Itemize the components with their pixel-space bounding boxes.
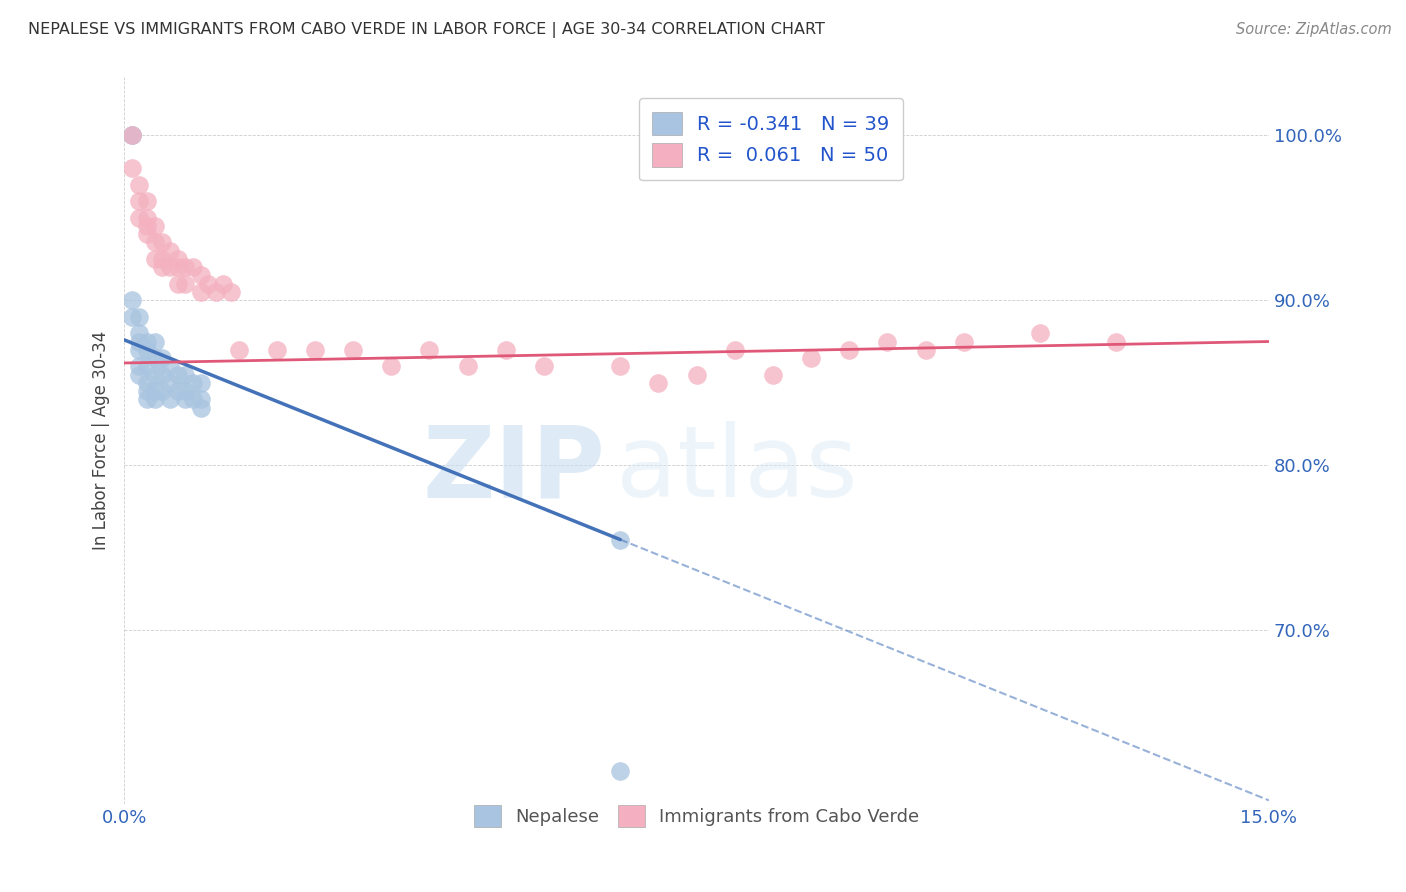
Point <box>143 219 166 233</box>
Point <box>143 235 166 250</box>
Point <box>159 244 181 258</box>
Point <box>762 368 785 382</box>
Text: Source: ZipAtlas.com: Source: ZipAtlas.com <box>1236 22 1392 37</box>
Point <box>121 161 143 176</box>
Point <box>190 401 212 415</box>
Point <box>1029 326 1052 341</box>
Point <box>228 343 250 357</box>
Point <box>136 392 159 407</box>
Point <box>457 359 479 374</box>
Point <box>181 260 204 275</box>
Point <box>128 343 150 357</box>
Point <box>495 343 517 357</box>
Legend: Nepalese, Immigrants from Cabo Verde: Nepalese, Immigrants from Cabo Verde <box>467 798 927 835</box>
Point <box>159 260 181 275</box>
Point <box>121 128 143 143</box>
Point <box>136 359 159 374</box>
Point <box>128 310 150 324</box>
Point <box>533 359 555 374</box>
Point <box>121 128 143 143</box>
Point <box>914 343 936 357</box>
Point <box>190 285 212 299</box>
Point <box>159 359 181 374</box>
Point <box>190 268 212 283</box>
Point <box>128 178 150 192</box>
Point <box>181 392 204 407</box>
Point <box>166 260 188 275</box>
Point <box>685 368 707 382</box>
Point <box>212 277 235 291</box>
Point <box>197 277 219 291</box>
Point <box>128 359 150 374</box>
Point <box>136 219 159 233</box>
Y-axis label: In Labor Force | Age 30-34: In Labor Force | Age 30-34 <box>93 331 110 550</box>
Point <box>128 368 150 382</box>
Point <box>121 293 143 308</box>
Point <box>121 128 143 143</box>
Point <box>159 376 181 390</box>
Point <box>128 211 150 225</box>
Point <box>128 326 150 341</box>
Text: atlas: atlas <box>616 421 858 518</box>
Point <box>150 235 173 250</box>
Point <box>219 285 242 299</box>
Point <box>304 343 326 357</box>
Point <box>609 359 631 374</box>
Point <box>190 376 212 390</box>
Point <box>143 384 166 398</box>
Point <box>136 194 159 209</box>
Point <box>136 334 159 349</box>
Point <box>143 392 166 407</box>
Point <box>150 368 173 382</box>
Point <box>143 351 166 365</box>
Point <box>181 376 204 390</box>
Point <box>174 392 197 407</box>
Point <box>143 334 166 349</box>
Text: NEPALESE VS IMMIGRANTS FROM CABO VERDE IN LABOR FORCE | AGE 30-34 CORRELATION CH: NEPALESE VS IMMIGRANTS FROM CABO VERDE I… <box>28 22 825 38</box>
Point <box>143 368 166 382</box>
Point <box>204 285 226 299</box>
Point <box>143 252 166 266</box>
Point <box>174 260 197 275</box>
Point <box>166 384 188 398</box>
Point <box>136 376 159 390</box>
Point <box>150 260 173 275</box>
Point <box>150 384 173 398</box>
Point <box>190 392 212 407</box>
Point <box>800 351 823 365</box>
Point <box>128 334 150 349</box>
Point <box>159 392 181 407</box>
Point <box>174 277 197 291</box>
Point <box>166 252 188 266</box>
Point <box>121 310 143 324</box>
Point <box>136 211 159 225</box>
Point <box>952 334 974 349</box>
Point <box>380 359 402 374</box>
Point <box>136 343 159 357</box>
Point <box>136 227 159 242</box>
Point <box>128 194 150 209</box>
Point <box>174 368 197 382</box>
Point <box>609 764 631 778</box>
Point <box>342 343 364 357</box>
Point <box>724 343 747 357</box>
Point <box>136 384 159 398</box>
Point <box>266 343 288 357</box>
Point <box>418 343 440 357</box>
Point <box>876 334 898 349</box>
Point <box>1105 334 1128 349</box>
Point <box>838 343 860 357</box>
Text: ZIP: ZIP <box>422 421 605 518</box>
Point <box>166 277 188 291</box>
Point <box>174 384 197 398</box>
Point <box>150 351 173 365</box>
Point <box>166 368 188 382</box>
Point <box>647 376 669 390</box>
Point <box>609 533 631 547</box>
Point <box>150 252 173 266</box>
